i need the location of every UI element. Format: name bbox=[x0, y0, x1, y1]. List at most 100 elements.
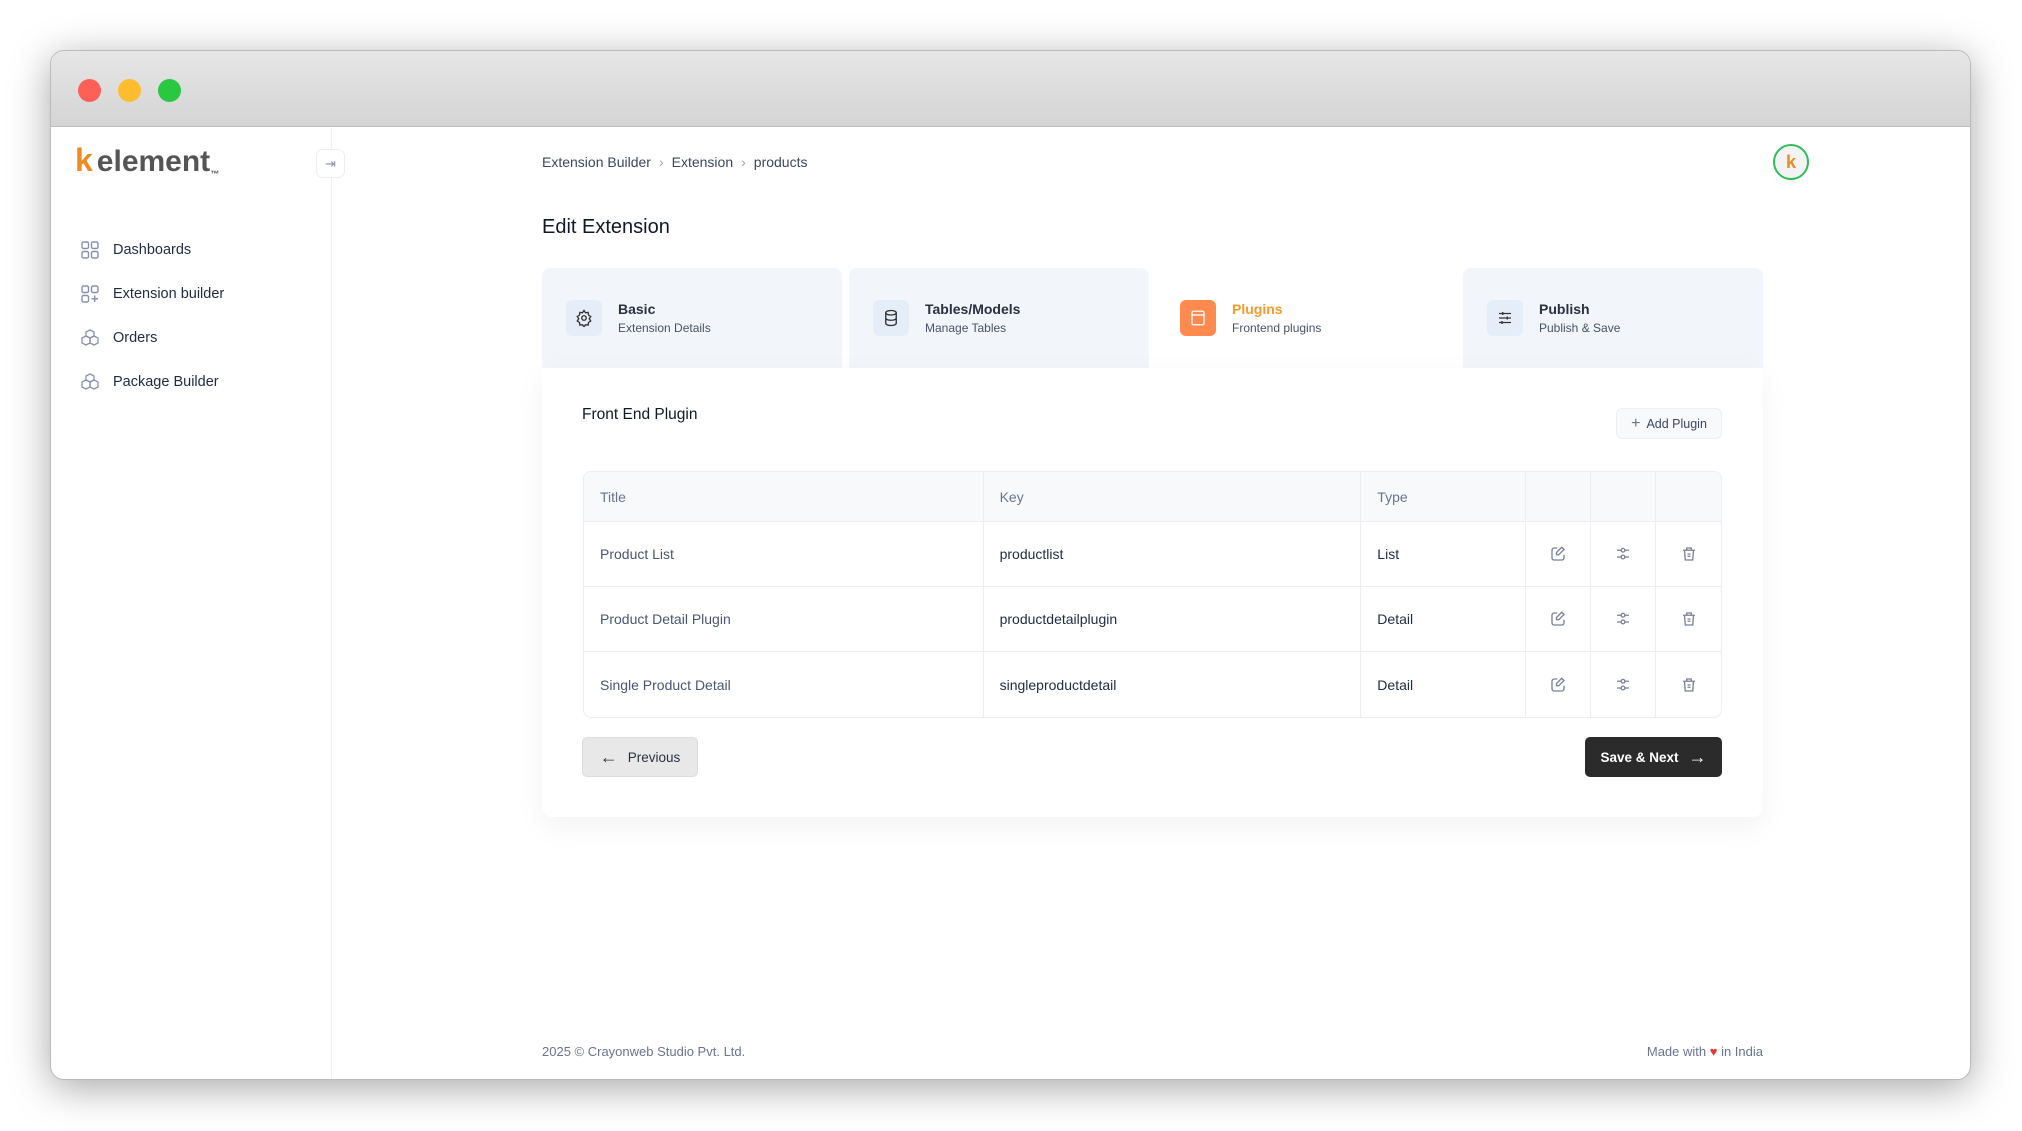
boxes-icon bbox=[81, 373, 99, 390]
tab-title: Tables/Models bbox=[925, 301, 1021, 317]
column-header: Type bbox=[1361, 472, 1527, 522]
arrow-right-icon: → bbox=[1688, 746, 1707, 767]
add-plugin-button[interactable]: + Add Plugin bbox=[1616, 408, 1722, 439]
plugins-table: Title Key Type Product List productlist … bbox=[583, 471, 1722, 718]
settings-sliders-icon bbox=[1617, 547, 1630, 560]
edit-button[interactable] bbox=[1526, 587, 1592, 652]
tab-subtitle: Frontend plugins bbox=[1232, 321, 1322, 335]
save-next-button[interactable]: Save & Next → bbox=[1585, 737, 1722, 777]
table-row: Single Product Detail singleproductdetai… bbox=[584, 652, 1721, 717]
settings-button[interactable] bbox=[1591, 522, 1657, 587]
cell-type: List bbox=[1361, 522, 1527, 587]
chevron-right-icon: › bbox=[658, 154, 664, 170]
copyright: 2025 © Crayonweb Studio Pvt. Ltd. bbox=[542, 1044, 746, 1059]
settings-button[interactable] bbox=[1591, 587, 1657, 652]
sidebar-item-label: Dashboards bbox=[113, 242, 192, 258]
column-header: Title bbox=[584, 472, 984, 522]
grid-icon bbox=[81, 241, 99, 259]
breadcrumb-current: products bbox=[753, 154, 808, 170]
edit-icon bbox=[1551, 611, 1566, 626]
sidebar-item-label: Package Builder bbox=[113, 374, 219, 390]
tab-subtitle: Extension Details bbox=[618, 321, 711, 335]
edit-button[interactable] bbox=[1526, 652, 1592, 717]
column-header: Key bbox=[983, 472, 1362, 522]
previous-button[interactable]: ← Previous bbox=[582, 737, 698, 777]
column-header bbox=[1526, 472, 1592, 522]
breadcrumb-item[interactable]: Extension bbox=[671, 154, 734, 170]
sidebar-item-package-builder[interactable]: Package Builder bbox=[81, 360, 224, 404]
sidebar: k element ™ ⇥ Dashboards Extension builder… bbox=[51, 128, 345, 1079]
tab-publish[interactable]: Publish Publish & Save bbox=[1463, 268, 1763, 368]
column-header bbox=[1656, 472, 1721, 522]
tab-basic[interactable]: Basic Extension Details bbox=[542, 268, 842, 368]
table-row: Product Detail Plugin productdetailplugi… bbox=[584, 587, 1721, 652]
sidebar-nav: Dashboards Extension builder Orders Pack… bbox=[81, 228, 224, 404]
close-window-button[interactable] bbox=[78, 79, 101, 102]
minimize-window-button[interactable] bbox=[118, 79, 141, 102]
tab-title: Publish bbox=[1539, 301, 1590, 317]
boxes-icon bbox=[81, 329, 99, 346]
app-window: k element ™ ⇥ Dashboards Extension builder… bbox=[50, 50, 1971, 1080]
made-with-text: Made with bbox=[1646, 1044, 1707, 1059]
table-row: Product List productlist List bbox=[584, 522, 1721, 587]
edit-icon bbox=[1551, 546, 1566, 561]
plugins-card: Front End Plugin + Add Plugin Title Key T… bbox=[542, 368, 1763, 817]
gear-icon bbox=[576, 309, 592, 327]
cell-key: singleproductdetail bbox=[984, 652, 1362, 717]
edit-button[interactable] bbox=[1526, 522, 1592, 587]
avatar[interactable]: k bbox=[1773, 144, 1809, 180]
column-header bbox=[1591, 472, 1657, 522]
cell-type: Detail bbox=[1361, 652, 1527, 717]
window-icon bbox=[1191, 310, 1205, 326]
main-content: Extension Builder › Extension › products k… bbox=[542, 128, 1809, 1079]
tab-plugins[interactable]: Plugins Frontend plugins bbox=[1156, 268, 1456, 368]
delete-button[interactable] bbox=[1656, 652, 1721, 717]
collapse-icon: ⇥ bbox=[325, 155, 336, 171]
sidebar-item-orders[interactable]: Orders bbox=[81, 316, 224, 360]
footer: 2025 © Crayonweb Studio Pvt. Ltd. Made w… bbox=[542, 1044, 1763, 1060]
settings-button[interactable] bbox=[1591, 652, 1657, 717]
arrow-left-icon: ← bbox=[599, 746, 618, 767]
settings-sliders-icon bbox=[1617, 612, 1630, 625]
save-next-label: Save & Next bbox=[1600, 749, 1679, 765]
heart-icon: ♥ bbox=[1709, 1044, 1718, 1059]
add-plugin-label: Add Plugin bbox=[1646, 416, 1707, 431]
maximize-window-button[interactable] bbox=[158, 79, 181, 102]
made-with: Made with ♥ in India bbox=[1647, 1044, 1763, 1060]
sidebar-item-dashboards[interactable]: Dashboards bbox=[81, 228, 224, 272]
cell-title: Product Detail Plugin bbox=[584, 587, 984, 652]
delete-button[interactable] bbox=[1656, 522, 1721, 587]
cell-title: Product List bbox=[584, 522, 984, 587]
avatar-initial: k bbox=[1785, 151, 1796, 172]
logo[interactable]: k element ™ bbox=[75, 142, 219, 179]
tab-tables-models[interactable]: Tables/Models Manage Tables bbox=[849, 268, 1149, 368]
delete-button[interactable] bbox=[1656, 587, 1721, 652]
logo-mark: k bbox=[75, 142, 93, 178]
breadcrumb-item[interactable]: Extension Builder bbox=[542, 154, 651, 170]
database-icon bbox=[885, 309, 897, 327]
tab-subtitle: Manage Tables bbox=[925, 321, 1007, 335]
trash-icon bbox=[1682, 547, 1695, 561]
cell-key: productdetailplugin bbox=[983, 587, 1362, 652]
step-tabs: Basic Extension Details Tables/Models Mana… bbox=[542, 268, 1763, 368]
breadcrumb: Extension Builder › Extension › products bbox=[542, 154, 807, 170]
title-bar bbox=[51, 51, 1970, 127]
edit-icon bbox=[1551, 676, 1566, 692]
tab-title: Plugins bbox=[1232, 301, 1283, 317]
grid-plus-icon bbox=[81, 285, 99, 303]
trash-icon bbox=[1682, 612, 1695, 626]
chevron-right-icon: › bbox=[741, 154, 746, 170]
cell-title: Single Product Detail bbox=[584, 652, 984, 717]
logo-tm: ™ bbox=[210, 169, 220, 179]
cell-type: Detail bbox=[1361, 587, 1527, 652]
collapse-sidebar-button[interactable]: ⇥ bbox=[316, 149, 345, 178]
sidebar-item-extension-builder[interactable]: Extension builder bbox=[81, 272, 224, 316]
sliders-icon bbox=[1499, 312, 1511, 324]
tab-subtitle: Publish & Save bbox=[1539, 321, 1621, 335]
logo-text: element bbox=[96, 145, 211, 178]
plus-icon: + bbox=[1631, 414, 1641, 432]
cell-key: productlist bbox=[983, 522, 1362, 587]
previous-label: Previous bbox=[627, 749, 681, 765]
sidebar-item-label: Orders bbox=[113, 330, 158, 346]
page-title: Edit Extension bbox=[542, 216, 670, 238]
